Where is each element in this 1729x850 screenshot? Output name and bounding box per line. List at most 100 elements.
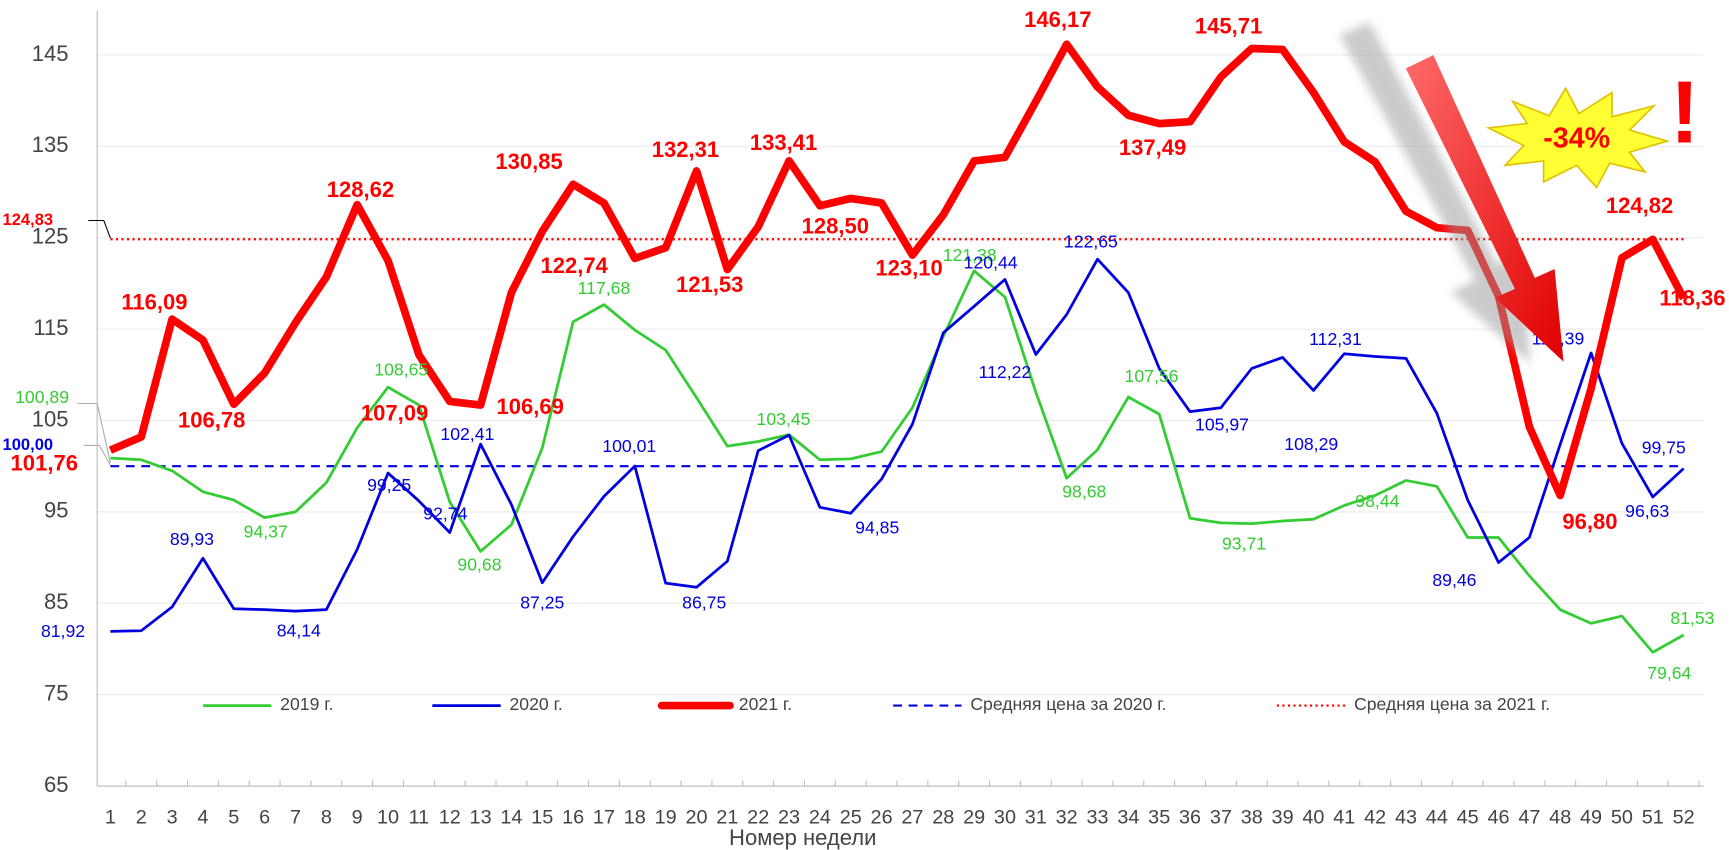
x-tick-label: 38 <box>1241 806 1263 828</box>
x-tick-label: 44 <box>1426 806 1448 828</box>
data-label: 130,85 <box>495 149 562 174</box>
x-tick-label: 15 <box>531 806 553 828</box>
x-tick-label: 13 <box>470 806 492 828</box>
data-label: 103,45 <box>757 409 811 429</box>
x-tick-label: 12 <box>439 806 461 828</box>
annotation: ! <box>1670 62 1699 161</box>
x-tick-label: 14 <box>500 806 522 828</box>
x-tick-label: 27 <box>901 806 923 828</box>
data-label: 133,41 <box>750 130 817 155</box>
annotation: -34% <box>1543 123 1610 155</box>
reference-label: 124,83 <box>3 210 54 229</box>
data-label: 99,25 <box>367 475 411 495</box>
x-tick-label: 1 <box>105 806 116 828</box>
data-label: 118,36 <box>1659 285 1725 310</box>
legend-label: 2020 г. <box>510 694 563 714</box>
x-tick-label: 7 <box>290 806 301 828</box>
x-tick-label: 31 <box>1025 806 1047 828</box>
x-tick-label: 5 <box>228 806 239 828</box>
data-label: 145,71 <box>1195 13 1262 38</box>
x-tick-label: 40 <box>1302 806 1324 828</box>
x-tick-label: 39 <box>1272 806 1294 828</box>
data-label: 112,31 <box>1309 329 1362 349</box>
x-tick-label: 36 <box>1179 806 1201 828</box>
data-label: 120,44 <box>964 253 1018 273</box>
x-tick-label: 47 <box>1518 806 1540 828</box>
data-label: 99,75 <box>1642 437 1686 457</box>
x-tick-label: 17 <box>593 806 615 828</box>
data-label: 128,50 <box>802 214 869 239</box>
x-tick-label: 11 <box>409 806 430 828</box>
x-tick-label: 2 <box>136 806 147 828</box>
leader <box>83 444 111 466</box>
x-tick-label: 6 <box>259 806 270 828</box>
data-label: 116,09 <box>121 290 187 315</box>
x-tick-label: 48 <box>1549 806 1571 828</box>
x-tick-label: 34 <box>1117 806 1139 828</box>
x-tick-label: 8 <box>321 806 332 828</box>
x-tick-label: 42 <box>1364 806 1386 828</box>
reference-label: 100,00 <box>3 435 54 454</box>
data-label: 96,80 <box>1562 509 1617 534</box>
data-label: 84,14 <box>277 621 321 641</box>
data-label: 100,01 <box>602 436 656 456</box>
legend-label: 2021 г. <box>739 694 792 714</box>
leader <box>77 402 111 464</box>
y-tick-label: 65 <box>44 772 69 797</box>
y-tick-label: 85 <box>44 589 69 614</box>
data-label: 89,46 <box>1432 570 1476 590</box>
x-tick-label: 30 <box>994 806 1016 828</box>
series-line <box>108 40 1688 500</box>
data-label: 107,09 <box>361 400 428 425</box>
data-label: 108,65 <box>374 359 428 379</box>
x-tick-label: 32 <box>1056 806 1078 828</box>
y-tick-label: 145 <box>32 41 69 66</box>
y-tick-label: 75 <box>44 680 69 705</box>
data-label: 93,71 <box>1222 533 1266 553</box>
data-label: 106,69 <box>496 394 563 419</box>
x-tick-label: 45 <box>1457 806 1479 828</box>
data-label: 81,92 <box>41 621 85 641</box>
starburst <box>1485 86 1671 189</box>
data-label: 132,31 <box>652 137 719 162</box>
x-tick-label: 51 <box>1642 806 1664 828</box>
data-label: 146,17 <box>1024 7 1091 32</box>
series-line <box>110 269 1685 654</box>
x-tick-label: 25 <box>840 806 862 828</box>
x-tick-label: 23 <box>778 806 800 828</box>
data-label: 79,64 <box>1647 663 1691 683</box>
data-label: 121,38 <box>943 245 997 265</box>
x-tick-label: 20 <box>685 806 707 828</box>
y-tick-label: 95 <box>44 498 69 523</box>
data-label: 128,62 <box>327 177 394 202</box>
x-tick-label: 19 <box>655 806 677 828</box>
data-label: 100,89 <box>15 387 69 407</box>
data-label: 102,41 <box>440 424 494 444</box>
x-tick-label: 24 <box>809 806 831 828</box>
data-label: 94,85 <box>855 517 899 537</box>
x-tick-label: 50 <box>1611 806 1633 828</box>
data-label: 137,49 <box>1119 135 1186 160</box>
data-label: 98,44 <box>1355 491 1399 511</box>
x-tick-label: 26 <box>871 806 893 828</box>
y-tick-label: 135 <box>32 132 69 157</box>
data-label: 87,25 <box>520 592 564 612</box>
x-tick-label: 4 <box>197 806 208 828</box>
decline-arrow <box>1339 22 1564 364</box>
x-tick-label: 35 <box>1148 806 1170 828</box>
data-label: 81,53 <box>1670 608 1714 628</box>
data-label: 112,22 <box>979 362 1032 382</box>
x-tick-label: 29 <box>963 806 985 828</box>
legend-label: Средняя цена за 2020 г. <box>970 694 1166 714</box>
data-label: 89,93 <box>170 529 214 549</box>
x-tick-label: 43 <box>1395 806 1417 828</box>
data-label: 124,82 <box>1606 193 1673 218</box>
data-label: 101,76 <box>11 450 78 475</box>
data-label: 117,68 <box>578 278 631 298</box>
x-tick-label: 52 <box>1673 806 1695 828</box>
leader <box>88 219 111 239</box>
data-label: 123,10 <box>875 255 942 280</box>
x-tick-label: 49 <box>1580 806 1602 828</box>
y-tick-label: 115 <box>33 315 68 340</box>
